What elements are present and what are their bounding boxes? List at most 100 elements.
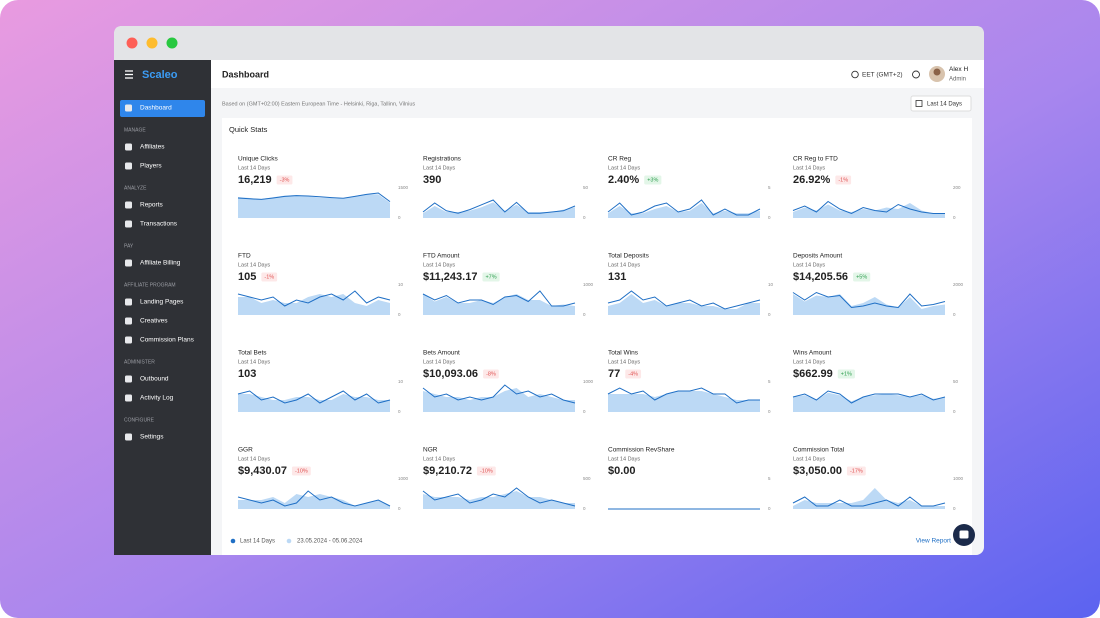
spark-tick-label: 10 [398, 282, 404, 287]
spark-tick-label: 0 [768, 215, 771, 220]
range-button[interactable] [910, 95, 972, 112]
change-label: +3% [647, 177, 658, 183]
nav-item[interactable]: Players [140, 163, 162, 170]
close-dot[interactable] [126, 37, 138, 49]
change-label: -17% [850, 468, 863, 474]
calendar-icon [915, 100, 923, 107]
change-label: +7% [485, 274, 496, 280]
card-value: 77 [608, 368, 620, 380]
globe-icon[interactable] [912, 70, 920, 79]
spark-line [792, 390, 946, 404]
spark-line [792, 496, 946, 507]
card-value: 103 [238, 368, 256, 380]
nav-icon [125, 162, 132, 170]
card-title: GGR [238, 447, 253, 454]
spark-line [607, 199, 761, 216]
spark-tick-label: 500 [583, 476, 591, 481]
nav-item[interactable]: Reports [140, 202, 164, 209]
card-period: Last 14 Days [793, 359, 825, 365]
card-period: Last 14 Days [608, 165, 640, 171]
minimize-dot[interactable] [146, 37, 158, 49]
maximize-dot[interactable] [166, 37, 178, 49]
card-title: Registrations [423, 156, 462, 163]
change-pill [644, 175, 662, 185]
spark-tick-label: 0 [953, 506, 956, 511]
card-title: Bets Amount [423, 350, 460, 357]
spark-line [422, 384, 576, 404]
card-value: $10,093.06 [423, 368, 478, 380]
timezone[interactable]: EET (GMT+2) [862, 72, 903, 79]
nav-section: AFFILIATE PROGRAM [124, 282, 176, 288]
card-period: Last 14 Days [608, 262, 640, 268]
card-value: 2.40% [608, 174, 639, 186]
change-label: -10% [295, 468, 308, 474]
nav-item[interactable]: Affiliate Billing [140, 260, 181, 267]
card-period: Last 14 Days [608, 456, 640, 462]
nav-item[interactable]: Creatives [140, 318, 168, 325]
spark-line [422, 199, 576, 214]
card-value: $14,205.56 [793, 271, 848, 283]
card-title: CR Reg [608, 156, 632, 163]
spark-area [423, 388, 575, 412]
card-period: Last 14 Days [608, 359, 640, 365]
card-period: Last 14 Days [793, 165, 825, 171]
spark-area [238, 194, 390, 218]
spark-tick-label: 0 [953, 409, 956, 414]
card-title: Commission Total [793, 447, 845, 454]
nav-section: CONFIGURE [124, 417, 155, 423]
nav-item[interactable]: Settings [140, 434, 164, 441]
spark-line [792, 291, 946, 309]
spark-tick-label: 0 [768, 506, 771, 511]
top-bar [211, 60, 984, 88]
nav-section: PAY [124, 243, 134, 249]
card-period: Last 14 Days [793, 262, 825, 268]
range-label[interactable]: Last 14 Days [927, 102, 962, 108]
spark-line [422, 290, 576, 307]
nav-item[interactable]: Landing Pages [140, 299, 184, 306]
spark-area [423, 294, 575, 315]
card-title: Total Deposits [608, 253, 650, 260]
spark-area [793, 203, 945, 218]
nav-section: ANALYZE [124, 185, 147, 191]
panel-title: Quick Stats [229, 125, 268, 134]
legend-current-dot [230, 538, 236, 544]
spark-tick-label: 1500 [398, 185, 409, 190]
nav-icon [125, 298, 132, 306]
spark-area [793, 488, 945, 509]
spark-tick-label: 50 [583, 185, 589, 190]
view-report-link[interactable]: View Report [916, 538, 951, 545]
spark-tick-label: 1000 [583, 379, 594, 384]
spark-line [237, 192, 391, 203]
spark-tick-label: 0 [398, 409, 401, 414]
spark-area [238, 394, 390, 412]
nav-item[interactable]: Commission Plans [140, 337, 195, 344]
card-value: $0.00 [608, 465, 636, 477]
spark-area [608, 391, 760, 412]
menu-icon[interactable] [125, 70, 133, 79]
brand: Scaleo [142, 69, 178, 81]
spark-line [422, 487, 576, 507]
card-period: Last 14 Days [423, 359, 455, 365]
card-value: $662.99 [793, 368, 833, 380]
change-pill [476, 466, 496, 476]
spark-tick-label: 200 [953, 185, 961, 190]
nav-item[interactable]: Transactions [140, 221, 178, 228]
nav-icon [125, 433, 132, 441]
change-label: -3% [280, 177, 290, 183]
spark-area [423, 202, 575, 218]
nav-item[interactable]: Affiliates [140, 144, 165, 151]
card-period: Last 14 Days [238, 456, 270, 462]
spark-tick-label: 50 [953, 379, 959, 384]
change-pill [835, 175, 852, 185]
spark-tick-label: 1000 [953, 476, 964, 481]
card-title: FTD Amount [423, 253, 460, 260]
spark-line [237, 290, 391, 307]
nav-item[interactable]: Activity Log [140, 395, 174, 402]
nav-item[interactable]: Outbound [140, 376, 169, 383]
sidebar [114, 60, 211, 555]
change-label: -1% [264, 274, 274, 280]
card-period: Last 14 Days [793, 456, 825, 462]
card-value: 26.92% [793, 174, 831, 186]
nav-item[interactable]: Dashboard [140, 105, 172, 112]
